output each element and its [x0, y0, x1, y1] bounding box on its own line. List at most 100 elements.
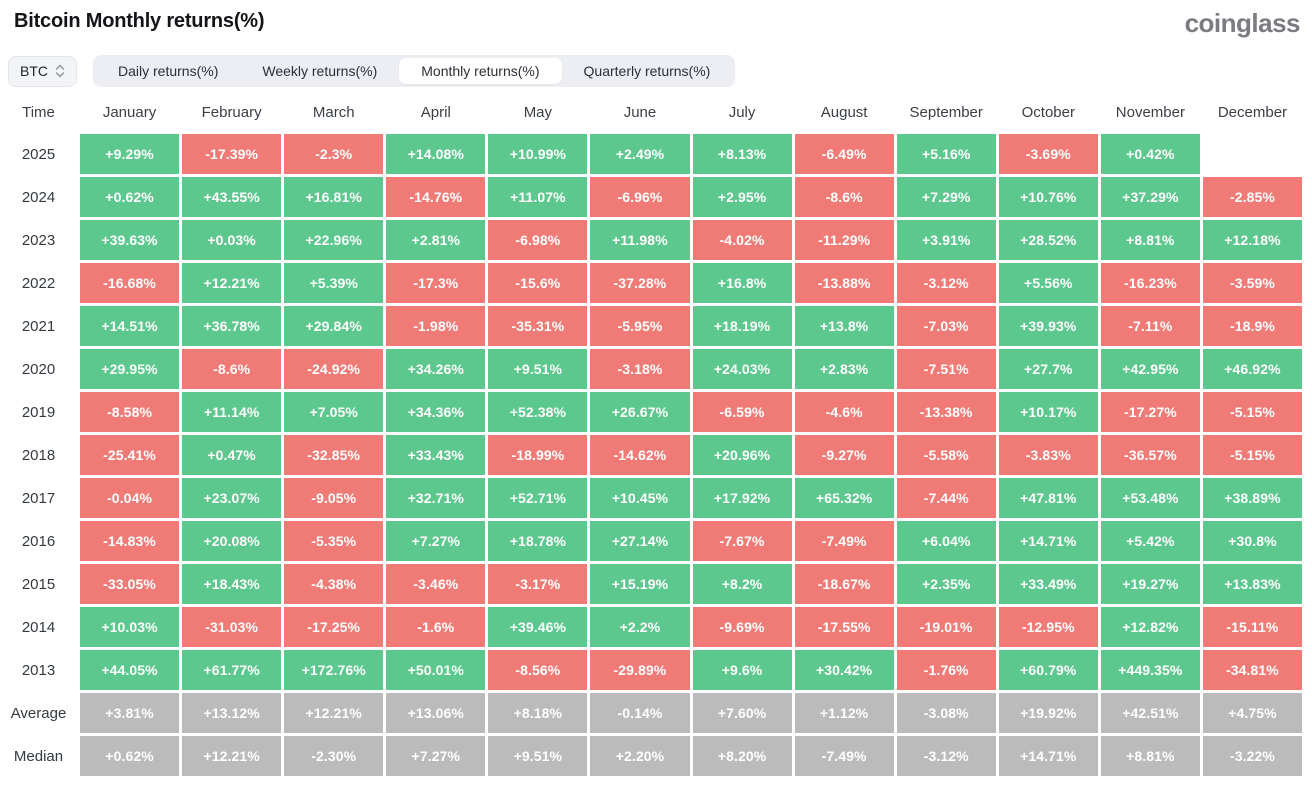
- return-cell: -14.76%: [386, 177, 486, 217]
- return-cell: -35.31%: [488, 306, 588, 346]
- return-cell: -32.85%: [284, 435, 384, 475]
- return-cell: +14.08%: [386, 134, 486, 174]
- return-cell: -17.27%: [1100, 392, 1200, 432]
- symbol-select-value: BTC: [20, 63, 48, 79]
- return-cell: -3.12%: [896, 263, 996, 303]
- month-header: June: [590, 93, 690, 131]
- return-cell: +8.2%: [692, 564, 792, 604]
- row-label: 2020: [0, 349, 77, 389]
- return-cell: +39.63%: [80, 220, 180, 260]
- return-cell: +42.51%: [1100, 693, 1200, 733]
- return-cell: -17.25%: [284, 607, 384, 647]
- tab-weekly-returns[interactable]: Weekly returns(%): [240, 58, 399, 84]
- return-cell: +19.27%: [1100, 564, 1200, 604]
- return-cell: -24.92%: [284, 349, 384, 389]
- return-cell: +65.32%: [794, 478, 894, 518]
- return-cell: +14.71%: [998, 521, 1098, 561]
- return-cell: +13.12%: [182, 693, 282, 733]
- symbol-select[interactable]: BTC: [8, 55, 77, 87]
- return-cell: -25.41%: [80, 435, 180, 475]
- return-cell: +22.96%: [284, 220, 384, 260]
- row-label: 2021: [0, 306, 77, 346]
- coinglass-logo: coinglass: [1184, 8, 1301, 38]
- return-cell: +60.79%: [998, 650, 1098, 690]
- return-cell: -14.62%: [590, 435, 690, 475]
- return-cell: +46.92%: [1202, 349, 1302, 389]
- return-cell: +2.35%: [896, 564, 996, 604]
- return-cell: -9.69%: [692, 607, 792, 647]
- return-cell: -3.18%: [590, 349, 690, 389]
- returns-table: Time January February March April May June July…: [0, 93, 1302, 776]
- return-cell: +11.14%: [182, 392, 282, 432]
- return-cell: +39.46%: [488, 607, 588, 647]
- return-cell: +18.19%: [692, 306, 792, 346]
- return-cell: -29.89%: [590, 650, 690, 690]
- month-header: October: [998, 93, 1098, 131]
- return-cell: +5.56%: [998, 263, 1098, 303]
- return-cell: +43.55%: [182, 177, 282, 217]
- return-cell: +172.76%: [284, 650, 384, 690]
- return-cell: -37.28%: [590, 263, 690, 303]
- row-label: 2016: [0, 521, 77, 561]
- return-cell: +11.98%: [590, 220, 690, 260]
- return-cell: +2.81%: [386, 220, 486, 260]
- return-cell: -7.49%: [794, 736, 894, 776]
- month-header: December: [1202, 93, 1302, 131]
- return-cell: -2.3%: [284, 134, 384, 174]
- return-cell: -5.15%: [1202, 435, 1302, 475]
- month-header: March: [284, 93, 384, 131]
- return-cell: -2.85%: [1202, 177, 1302, 217]
- return-cell: -1.6%: [386, 607, 486, 647]
- return-cell: +29.95%: [80, 349, 180, 389]
- return-cell: +7.27%: [386, 736, 486, 776]
- return-cell: +8.20%: [692, 736, 792, 776]
- return-cell: +34.36%: [386, 392, 486, 432]
- return-cell: -6.98%: [488, 220, 588, 260]
- row-label: 2024: [0, 177, 77, 217]
- return-cell: +10.45%: [590, 478, 690, 518]
- return-cell: -15.11%: [1202, 607, 1302, 647]
- return-cell: +2.2%: [590, 607, 690, 647]
- return-cell: +3.91%: [896, 220, 996, 260]
- return-cell: -6.96%: [590, 177, 690, 217]
- tab-daily-returns[interactable]: Daily returns(%): [96, 58, 240, 84]
- return-cell: +12.21%: [182, 263, 282, 303]
- month-header: January: [80, 93, 180, 131]
- tab-quarterly-returns[interactable]: Quarterly returns(%): [562, 58, 733, 84]
- return-cell: -4.6%: [794, 392, 894, 432]
- row-label: 2022: [0, 263, 77, 303]
- return-cell: +19.92%: [998, 693, 1098, 733]
- row-label: 2019: [0, 392, 77, 432]
- return-cell: +28.52%: [998, 220, 1098, 260]
- return-cell: -0.04%: [80, 478, 180, 518]
- return-cell: -5.35%: [284, 521, 384, 561]
- return-cell: -7.49%: [794, 521, 894, 561]
- return-cell: -8.58%: [80, 392, 180, 432]
- return-cell: +3.81%: [80, 693, 180, 733]
- return-cell: +17.92%: [692, 478, 792, 518]
- tab-monthly-returns[interactable]: Monthly returns(%): [399, 58, 562, 84]
- return-cell: +7.60%: [692, 693, 792, 733]
- return-cell: -18.99%: [488, 435, 588, 475]
- return-cell: -9.27%: [794, 435, 894, 475]
- controls-row: BTC Daily returns(%) Weekly returns(%) Mon…: [0, 44, 1314, 87]
- return-cell: +8.81%: [1100, 220, 1200, 260]
- return-cell: -8.56%: [488, 650, 588, 690]
- month-header: November: [1100, 93, 1200, 131]
- return-cell: +449.35%: [1100, 650, 1200, 690]
- return-cell: +9.6%: [692, 650, 792, 690]
- page-title: Bitcoin Monthly returns(%): [14, 10, 265, 32]
- return-cell: +1.12%: [794, 693, 894, 733]
- return-cell: +13.8%: [794, 306, 894, 346]
- return-cell: +14.51%: [80, 306, 180, 346]
- return-cell: -17.3%: [386, 263, 486, 303]
- row-label: 2018: [0, 435, 77, 475]
- return-cell: +44.05%: [80, 650, 180, 690]
- return-cell: -14.83%: [80, 521, 180, 561]
- return-cell: +34.26%: [386, 349, 486, 389]
- return-cell: +33.49%: [998, 564, 1098, 604]
- return-cell: -7.03%: [896, 306, 996, 346]
- return-cell: -16.23%: [1100, 263, 1200, 303]
- return-cell: +23.07%: [182, 478, 282, 518]
